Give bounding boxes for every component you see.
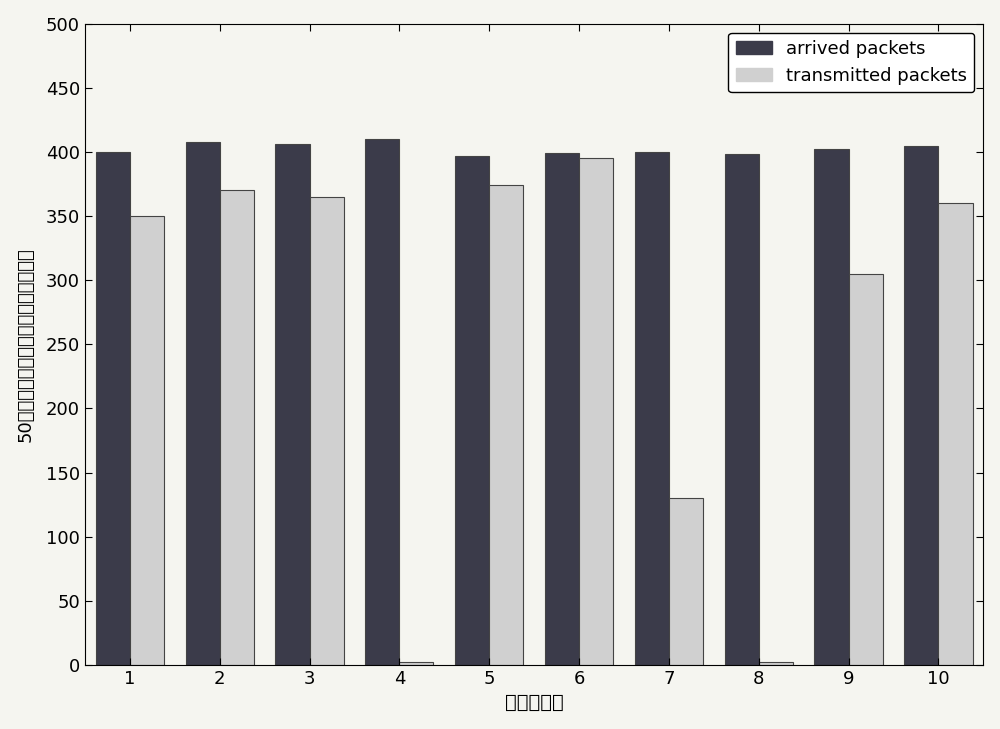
Bar bbox=[545, 153, 579, 665]
Bar bbox=[130, 216, 164, 665]
Bar bbox=[275, 144, 310, 665]
Bar bbox=[635, 152, 669, 665]
Bar bbox=[399, 663, 433, 665]
Bar bbox=[669, 498, 703, 665]
Bar bbox=[186, 141, 220, 665]
X-axis label: 用户的编号: 用户的编号 bbox=[505, 693, 563, 712]
Bar bbox=[489, 185, 523, 665]
Bar bbox=[96, 152, 130, 665]
Legend: arrived packets, transmitted packets: arrived packets, transmitted packets bbox=[728, 33, 974, 92]
Bar bbox=[365, 139, 399, 665]
Bar bbox=[904, 146, 938, 665]
Bar bbox=[938, 203, 973, 665]
Bar bbox=[310, 197, 344, 665]
Bar bbox=[725, 155, 759, 665]
Bar bbox=[220, 190, 254, 665]
Bar bbox=[814, 149, 849, 665]
Bar bbox=[579, 158, 613, 665]
Y-axis label: 50个时隙中每个用户接收和发送数据包: 50个时隙中每个用户接收和发送数据包 bbox=[17, 247, 35, 442]
Bar bbox=[455, 156, 489, 665]
Bar bbox=[849, 274, 883, 665]
Bar bbox=[759, 663, 793, 665]
